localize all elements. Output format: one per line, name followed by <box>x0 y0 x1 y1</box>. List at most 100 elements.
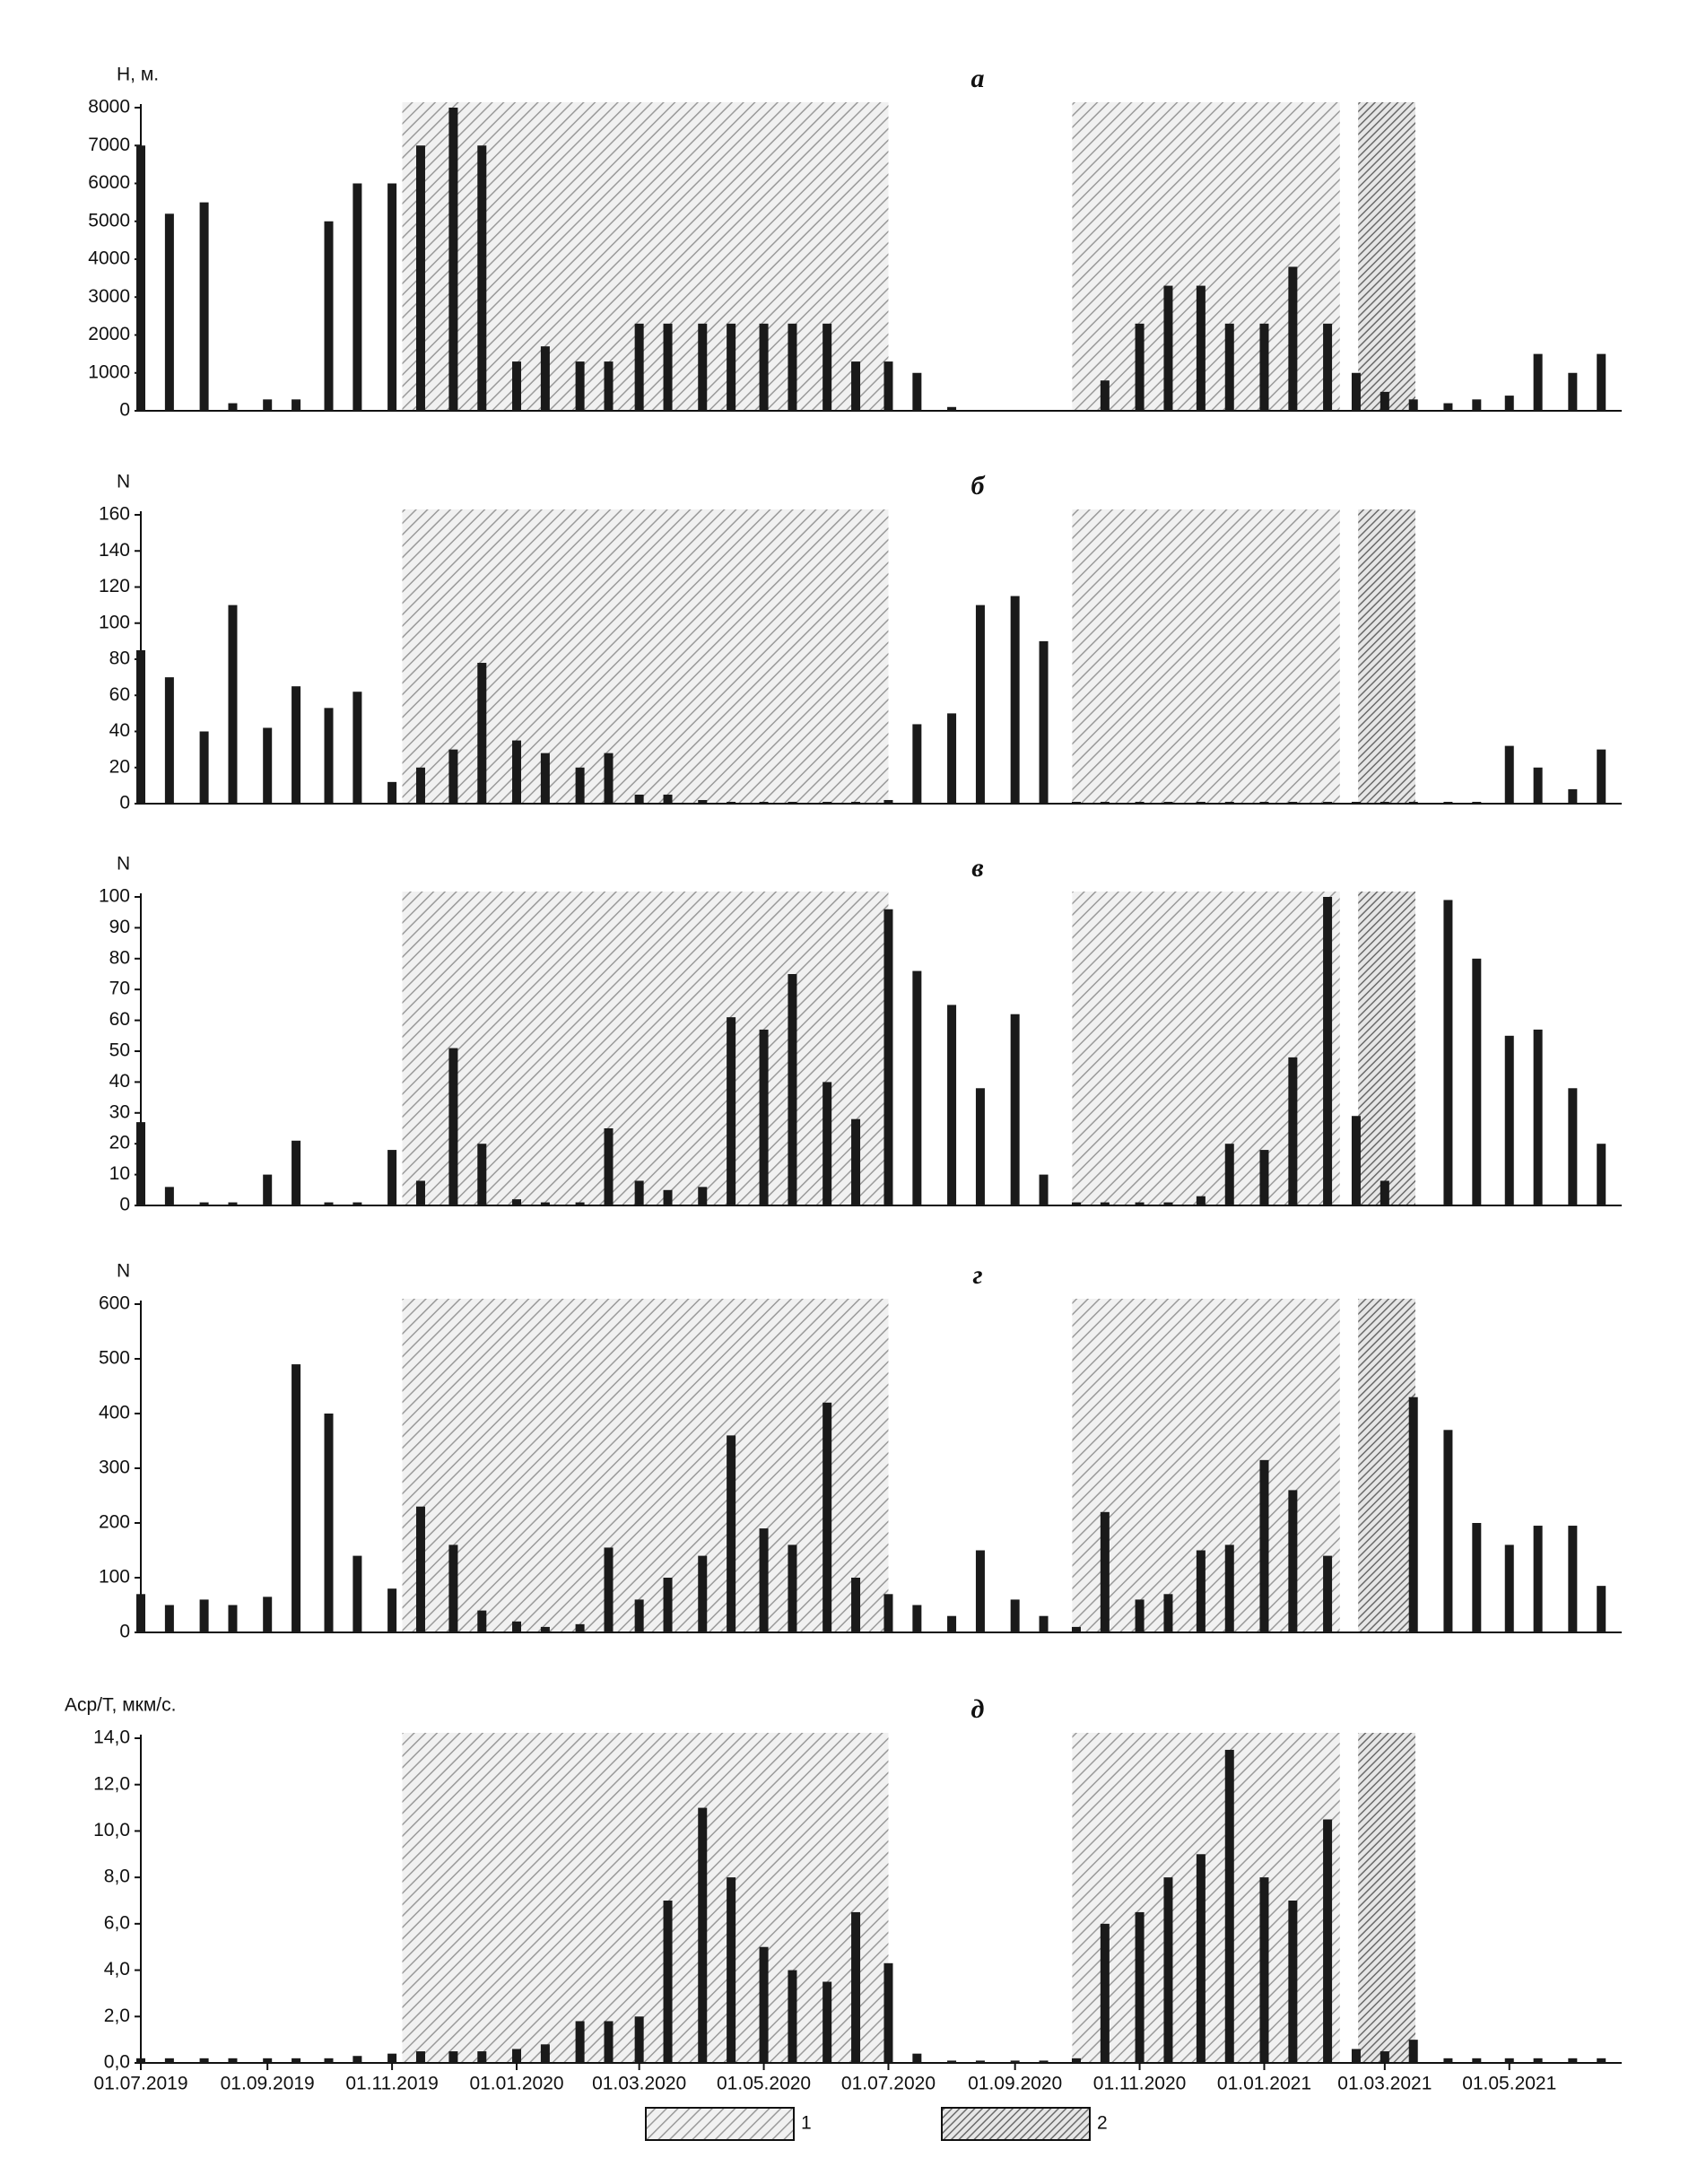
bar <box>1443 403 1453 411</box>
bar <box>136 1122 145 1205</box>
bar <box>663 1901 673 2063</box>
bar <box>851 1118 861 1205</box>
bar <box>477 2051 487 2063</box>
bar <box>1504 396 1514 411</box>
period-shading <box>1072 509 1340 804</box>
bar <box>975 2060 985 2063</box>
bar <box>512 740 522 804</box>
chart-title: в <box>971 853 983 883</box>
bar <box>1039 640 1049 804</box>
bar <box>448 1048 458 1205</box>
bar <box>1010 596 1020 804</box>
y-axis-label: H, м. <box>117 65 159 85</box>
bar <box>912 970 922 1205</box>
bar <box>823 801 832 804</box>
bar <box>698 323 708 411</box>
bar <box>387 1150 397 1205</box>
y-tick-label: 4000 <box>88 248 130 269</box>
bar <box>324 1414 334 1632</box>
bar <box>1071 2058 1081 2063</box>
bar <box>759 1029 769 1205</box>
x-tick-label: 01.07.2020 <box>841 2074 936 2094</box>
bar <box>477 145 487 411</box>
y-tick-label: 7000 <box>88 135 130 155</box>
bar <box>292 2058 301 2063</box>
bar <box>1135 801 1145 804</box>
bar <box>759 801 769 804</box>
bar <box>1224 323 1234 411</box>
bar <box>228 1605 238 1632</box>
bar <box>1351 801 1361 804</box>
bar <box>727 1017 736 1205</box>
bar <box>575 361 585 411</box>
bar <box>1380 1180 1389 1205</box>
bar <box>1443 2058 1453 2063</box>
bar <box>1071 801 1081 804</box>
bar <box>512 2049 522 2063</box>
y-tick-label: 60 <box>109 1009 130 1030</box>
x-tick-label: 01.05.2020 <box>717 2074 811 2094</box>
bar <box>1351 2049 1361 2063</box>
bar <box>947 2060 957 2063</box>
bar <box>663 1578 673 1632</box>
bar <box>1259 1877 1269 2063</box>
bar <box>292 399 301 411</box>
bar <box>1071 1626 1081 1632</box>
bar <box>851 361 861 411</box>
bar <box>1010 2060 1020 2063</box>
y-tick-label: 100 <box>99 886 130 907</box>
bar <box>912 372 922 411</box>
bar <box>292 686 301 804</box>
bar <box>1224 1144 1234 1205</box>
bar <box>1351 1116 1361 1205</box>
bar <box>1100 1511 1110 1632</box>
bar <box>1323 1555 1333 1632</box>
period-shading <box>1072 102 1340 411</box>
bar <box>1472 958 1482 1205</box>
bar <box>1071 1202 1081 1205</box>
bar <box>1472 399 1482 411</box>
period-shading <box>1358 892 1415 1205</box>
bar <box>1196 1854 1206 2063</box>
bar <box>1380 391 1389 411</box>
y-axis-label: N <box>117 1261 130 1282</box>
bar <box>228 1202 238 1205</box>
bar <box>1408 399 1418 411</box>
bar <box>947 1615 957 1632</box>
bar <box>663 1189 673 1205</box>
y-tick-label: 4,0 <box>104 1959 130 1980</box>
bar <box>912 724 922 804</box>
bar <box>1039 2060 1049 2063</box>
bar <box>912 2053 922 2063</box>
bar <box>759 1528 769 1632</box>
bar <box>975 1550 985 1632</box>
bar <box>1100 1202 1110 1205</box>
bar <box>1597 1586 1606 1632</box>
period-shading <box>1358 509 1415 804</box>
bar <box>353 183 362 411</box>
bar <box>199 2058 209 2063</box>
bar <box>1568 372 1578 411</box>
bar <box>512 1621 522 1632</box>
y-tick-label: 20 <box>109 756 130 777</box>
bar <box>415 2051 425 2063</box>
bar <box>727 1877 736 2063</box>
bar <box>228 2058 238 2063</box>
bar <box>164 2058 174 2063</box>
bar <box>353 692 362 804</box>
bar <box>1380 2051 1389 2063</box>
bar <box>883 361 893 411</box>
bar <box>1259 323 1269 411</box>
y-tick-label: 8,0 <box>104 1866 130 1887</box>
bar <box>512 361 522 411</box>
bar <box>1196 1196 1206 1205</box>
y-tick-label: 100 <box>99 1567 130 1588</box>
bar <box>634 794 644 804</box>
period-shading <box>1072 1299 1340 1632</box>
bar <box>540 1626 550 1632</box>
bar <box>851 1578 861 1632</box>
bar <box>1196 801 1206 804</box>
bar <box>324 221 334 411</box>
bar <box>353 1202 362 1205</box>
